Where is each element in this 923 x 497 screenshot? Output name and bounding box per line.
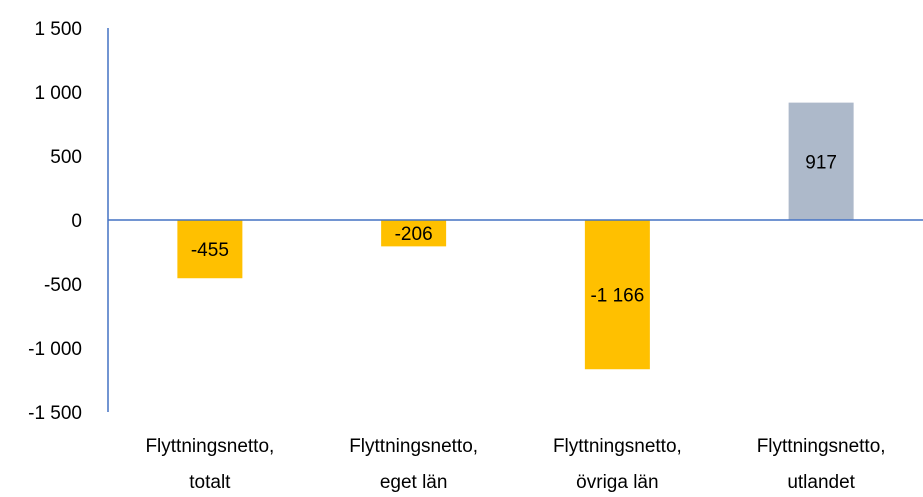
category-label: totalt [189,472,231,493]
y-tick-label: 1 500 [34,19,82,40]
y-tick-label: 500 [50,147,82,168]
category-labels: Flyttningsnetto, totalt Flyttningsnetto, eg… [145,436,885,493]
category-label: Flyttningsnetto, [553,436,682,457]
data-labels: -455 -206 -1 166 917 [191,152,837,306]
y-tick-label: -1 500 [28,403,82,424]
bar-data-label: -1 166 [590,286,644,307]
y-tick-label: -500 [44,275,82,296]
category-label: Flyttningsnetto, [349,436,478,457]
bar-data-label: -206 [395,224,433,245]
y-axis-ticks: 1 500 1 000 500 0 -500 -1 000 -1 500 [28,19,82,424]
bar [381,220,447,247]
y-tick-label: 1 000 [34,83,82,104]
y-tick-label: -1 000 [28,339,82,360]
category-label: Flyttningsnetto, [145,436,274,457]
bar [584,220,650,370]
y-tick-label: 0 [71,211,82,232]
category-label: övriga län [576,472,658,493]
bar [177,220,243,279]
bar-data-label: -455 [191,240,229,261]
category-label: Flyttningsnetto, [757,436,886,457]
category-label: eget län [380,472,448,493]
category-label: utlandet [787,472,855,493]
bar-data-label: 917 [805,152,837,173]
bar [788,102,854,220]
bars [177,102,854,370]
